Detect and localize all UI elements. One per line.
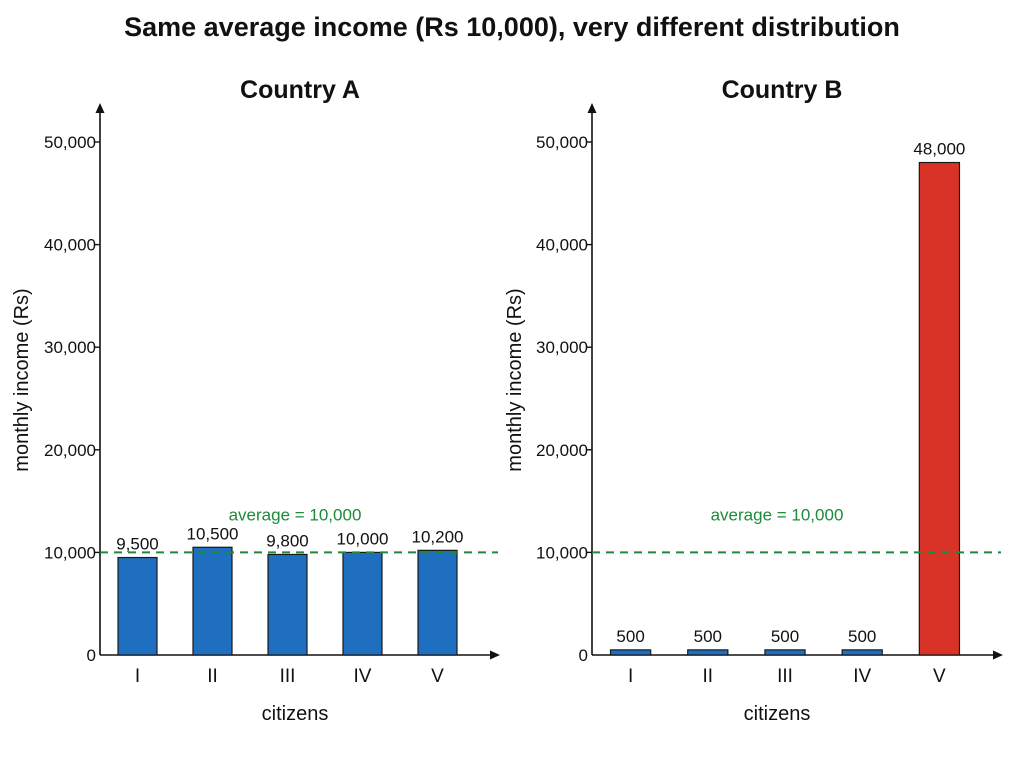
panel-b-category-label: III	[777, 666, 793, 687]
panel-a-average-label: average = 10,000	[229, 505, 362, 524]
panel-a-y-tick-label: 50,000	[44, 133, 96, 152]
panel-b-category-label: II	[703, 666, 714, 687]
panel-b-bar-i	[609, 649, 652, 656]
panel-a-category-label: IV	[354, 666, 372, 687]
panel-b-bar-iii	[764, 649, 806, 656]
panel-a-y-axis-title: monthly income (Rs)	[11, 288, 33, 471]
panel-a-bar-ii	[192, 546, 233, 656]
panel-a-bar-iii	[267, 553, 308, 656]
panel-b-y-tick-label: 20,000	[536, 441, 588, 460]
panel-b-average-label: average = 10,000	[711, 505, 844, 524]
panel-a-value-label: 9,800	[266, 531, 309, 550]
panel-a-y-tick-label: 20,000	[44, 441, 96, 460]
panel-a-category-label: III	[280, 666, 296, 687]
panel-b-bar-v	[918, 161, 961, 656]
panel-b-category-label: V	[933, 666, 946, 687]
panel-b-x-axis-arrow	[993, 650, 1003, 660]
panel-a-x-axis-arrow	[490, 650, 500, 660]
panel-b-bar-iv	[841, 649, 883, 656]
panel-a-bar-v	[417, 549, 458, 656]
panel-b-bar-ii	[687, 649, 729, 656]
panel-b-value-label: 500	[616, 627, 644, 646]
panel-a-category-label: I	[135, 666, 140, 687]
panel-a-category-label: V	[431, 666, 444, 687]
panel-a-value-label: 10,500	[187, 524, 239, 543]
panel-b-y-tick-label: 10,000	[536, 543, 588, 562]
panel-a-y-axis-arrow	[95, 103, 105, 113]
panel-a-value-label: 10,200	[412, 527, 464, 546]
panel-a-y-tick-label: 10,000	[44, 543, 96, 562]
panel-b-title: Country B	[722, 76, 843, 104]
panel-a-x-axis-title: citizens	[262, 703, 329, 725]
panel-b-y-axis-title: monthly income (Rs)	[504, 288, 526, 471]
panel-b-y-axis-arrow	[587, 103, 597, 113]
panel-b-y-tick-label: 30,000	[536, 338, 588, 357]
panel-b-y-tick-label: 40,000	[536, 236, 588, 255]
panel-b-y-tick-label: 0	[579, 646, 588, 665]
panel-a-y-tick-label: 40,000	[44, 236, 96, 255]
chart-title: Same average income (Rs 10,000), very di…	[124, 12, 900, 42]
panel-a-title: Country A	[240, 76, 360, 104]
panel-b-x-axis-title: citizens	[744, 703, 811, 725]
panel-a-y-tick-label: 30,000	[44, 338, 96, 357]
panel-b-y-tick-label: 50,000	[536, 133, 588, 152]
panel-a-bar-iv	[342, 551, 383, 656]
panel-a-value-label: 9,500	[116, 535, 159, 554]
panel-b-value-label: 48,000	[913, 140, 965, 159]
panel-b-value-label: 500	[771, 627, 799, 646]
panel-a-category-label: II	[207, 666, 218, 687]
panel-a-bar-i	[117, 556, 158, 656]
panel-b-category-label: IV	[853, 666, 871, 687]
panel-a-value-label: 10,000	[337, 529, 389, 548]
panel-a-y-tick-label: 0	[87, 646, 96, 665]
panel-b-category-label: I	[628, 666, 633, 687]
panel-b-value-label: 500	[694, 627, 722, 646]
panel-b-value-label: 500	[848, 627, 876, 646]
